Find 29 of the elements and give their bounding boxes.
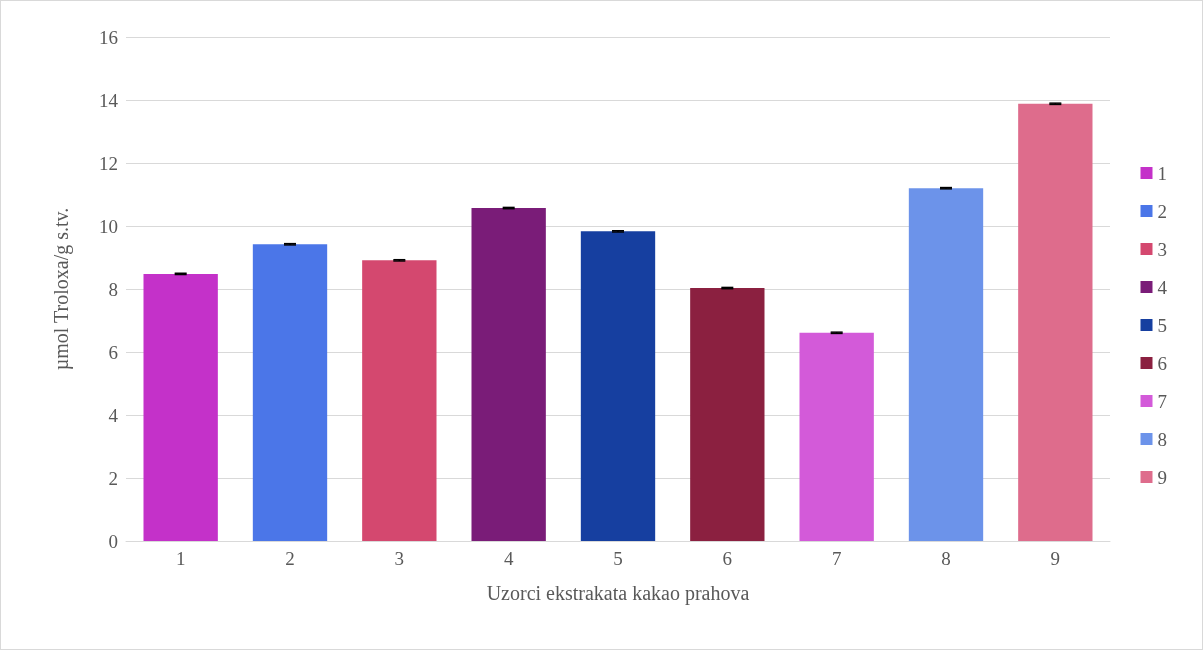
legend-label: 7 bbox=[1157, 390, 1167, 412]
x-tick-label: 3 bbox=[394, 548, 405, 569]
legend-label: 5 bbox=[1157, 314, 1167, 336]
legend-label: 8 bbox=[1157, 428, 1167, 450]
y-tick-label: 16 bbox=[99, 26, 118, 48]
x-tick-label: 5 bbox=[613, 548, 623, 569]
legend-label: 1 bbox=[1157, 162, 1167, 184]
y-tick-label: 6 bbox=[108, 341, 118, 363]
legend-label: 4 bbox=[1157, 276, 1168, 298]
y-tick-label: 14 bbox=[99, 89, 119, 111]
legend-label: 2 bbox=[1157, 200, 1167, 222]
legend-label: 9 bbox=[1157, 466, 1167, 488]
x-tick-label: 7 bbox=[831, 548, 842, 569]
x-axis-title: Uzorci ekstrakata kakao prahova bbox=[486, 582, 750, 605]
legend-label: 6 bbox=[1157, 352, 1167, 374]
x-tick-label: 6 bbox=[722, 548, 733, 569]
x-tick-label: 4 bbox=[503, 548, 514, 569]
legend-label: 3 bbox=[1157, 238, 1167, 260]
x-tick-label: 2 bbox=[285, 548, 295, 569]
y-tick-label: 0 bbox=[108, 530, 118, 552]
y-axis-title: µmol Troloxa/g s.tv. bbox=[50, 207, 73, 371]
y-tick-label: 10 bbox=[99, 215, 118, 237]
y-tick-label: 8 bbox=[108, 278, 118, 300]
y-tick-label: 4 bbox=[108, 404, 119, 426]
y-tick-label: 12 bbox=[99, 152, 118, 174]
x-tick-label: 9 bbox=[1050, 548, 1061, 569]
y-tick-label: 2 bbox=[108, 467, 118, 489]
x-tick-label: 8 bbox=[941, 548, 951, 569]
x-tick-label: 1 bbox=[175, 548, 186, 569]
